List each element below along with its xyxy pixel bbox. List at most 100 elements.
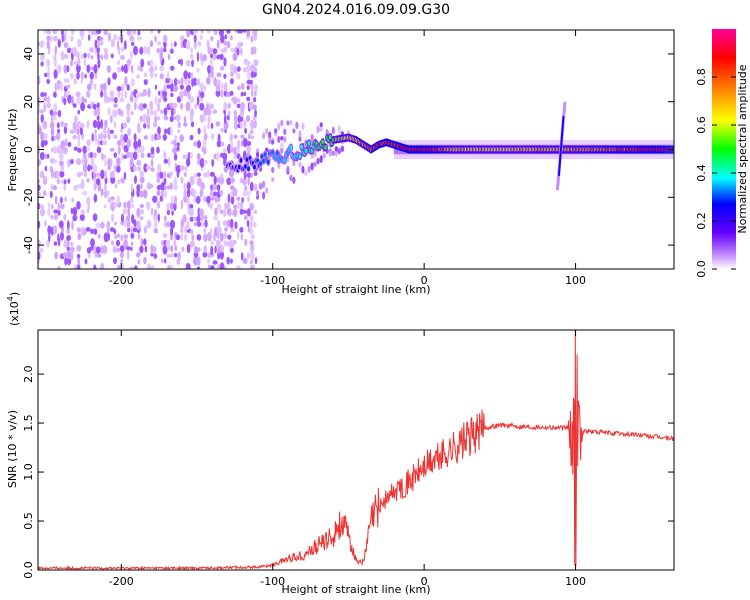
noise-blob — [150, 207, 154, 216]
noise-blob — [42, 120, 48, 130]
noise-blob — [53, 213, 58, 221]
noise-blob — [83, 98, 87, 103]
noise-blob — [239, 101, 246, 112]
noise-blob — [223, 101, 228, 111]
noise-blob — [43, 102, 47, 112]
noise-blob — [164, 258, 167, 264]
noise-blob — [219, 244, 224, 253]
noise-blob — [76, 95, 81, 105]
noise-blob — [177, 129, 181, 134]
noise-blob — [130, 78, 135, 87]
noise-blob — [48, 233, 51, 242]
noise-blob — [97, 233, 101, 239]
noise-blob — [186, 188, 191, 198]
noise-blob — [162, 34, 168, 43]
noise-blob — [219, 53, 224, 61]
noise-blob — [114, 183, 118, 189]
noise-blob — [120, 177, 125, 184]
noise-blob — [156, 146, 160, 154]
noise-blob — [154, 35, 158, 43]
noise-blob — [226, 177, 232, 186]
noise-blob — [220, 34, 225, 44]
noise-blob — [177, 251, 181, 261]
noise-blob — [126, 200, 131, 210]
noise-blob — [223, 73, 227, 79]
scatter-blob — [292, 159, 296, 167]
noise-blob — [90, 238, 95, 248]
noise-blob — [189, 151, 193, 159]
noise-blob — [153, 253, 158, 259]
noise-blob — [53, 35, 58, 42]
noise-blob — [96, 40, 101, 49]
noise-blob — [38, 239, 41, 249]
noise-blob — [110, 38, 115, 48]
noise-blob — [77, 147, 82, 153]
noise-blob — [254, 109, 257, 118]
noise-blob — [223, 240, 228, 246]
noise-blob — [162, 233, 168, 239]
noise-blob — [223, 57, 227, 67]
noise-blob — [143, 256, 147, 265]
noise-blob — [153, 228, 158, 234]
noise-blob — [93, 83, 97, 90]
scatter-blob — [310, 154, 314, 159]
noise-blob — [67, 141, 72, 147]
noise-blob — [199, 208, 205, 217]
noise-blob — [174, 41, 177, 47]
noise-blob — [80, 122, 85, 129]
noise-blob — [253, 171, 258, 176]
noise-blob — [63, 64, 68, 74]
noise-blob — [246, 115, 251, 123]
noise-blob — [194, 246, 198, 254]
noise-blob — [136, 159, 142, 166]
noise-blob — [189, 134, 194, 141]
noise-blob — [122, 122, 128, 129]
noise-blob — [99, 221, 105, 229]
noise-blob — [191, 77, 194, 88]
ridge-core — [328, 134, 332, 140]
noise-blob — [50, 183, 53, 191]
noise-blob — [215, 239, 221, 248]
noise-blob — [227, 207, 232, 216]
noise-blob — [77, 263, 81, 269]
noise-blob — [130, 241, 134, 246]
noise-blob — [189, 240, 195, 248]
noise-blob — [216, 79, 222, 86]
noise-blob — [50, 214, 54, 220]
noise-blob — [254, 257, 258, 265]
noise-blob — [140, 151, 145, 159]
noise-blob — [123, 40, 127, 50]
noise-blob — [76, 51, 80, 60]
noise-blob — [237, 85, 241, 91]
noise-blob — [216, 226, 222, 235]
noise-blob — [116, 195, 121, 205]
noise-blob — [244, 185, 248, 192]
noise-blob — [253, 59, 259, 67]
noise-blob — [239, 42, 244, 47]
scatter-blob — [280, 119, 284, 127]
noise-blob — [96, 102, 100, 109]
noise-blob — [170, 195, 174, 204]
noise-blob — [100, 262, 105, 269]
noise-blob — [52, 146, 58, 154]
noise-blob — [246, 141, 252, 146]
noise-blob — [143, 45, 148, 55]
noise-blob — [119, 30, 124, 34]
noise-blob — [53, 135, 57, 141]
scatter-blob — [268, 131, 272, 138]
noise-blob — [239, 119, 243, 130]
noise-blob — [47, 202, 51, 208]
noise-blob — [53, 91, 57, 98]
noise-blob — [139, 216, 144, 221]
x-tick-label: -200 — [109, 575, 134, 588]
noise-blob — [129, 35, 135, 42]
noise-blob — [139, 203, 144, 209]
noise-blob — [40, 92, 45, 98]
noise-blob — [170, 107, 175, 117]
scatter-blob — [286, 120, 290, 126]
noise-blob — [203, 215, 208, 220]
noise-blob — [239, 227, 244, 233]
noise-blob — [252, 30, 258, 37]
noise-blob — [144, 225, 147, 234]
noise-blob — [170, 65, 175, 71]
